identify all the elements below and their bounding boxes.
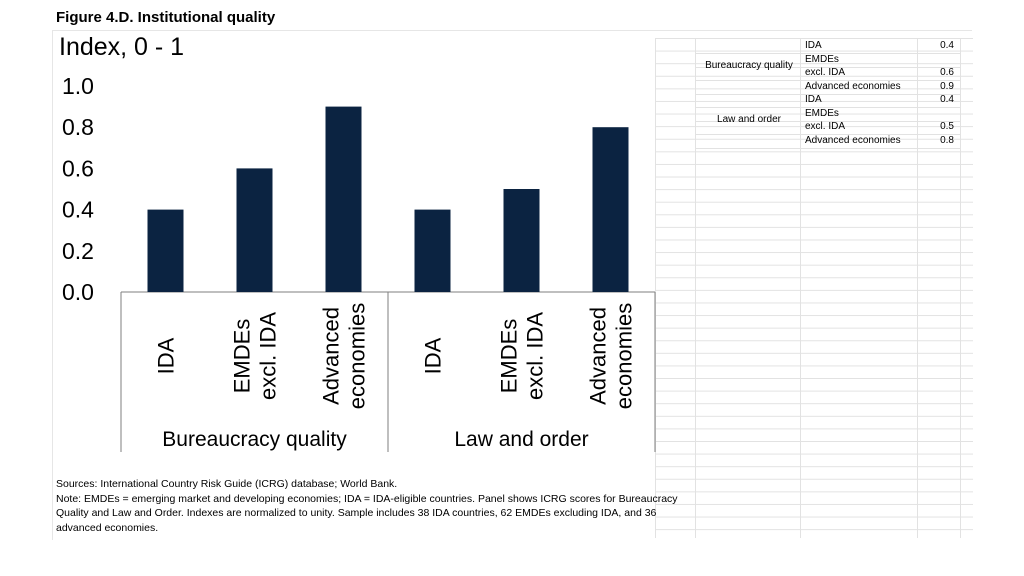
table-row-label: IDA <box>805 40 822 51</box>
table-row: IDA 0.4 <box>695 94 960 108</box>
spreadsheet-column-line <box>655 38 656 538</box>
figure-title: Figure 4.D. Institutional quality <box>56 9 276 26</box>
category-label-line: Advanced <box>586 307 611 405</box>
category-label: Advancedeconomies <box>586 303 637 409</box>
bar <box>414 209 451 292</box>
sheet-left-edge <box>52 30 53 540</box>
spreadsheet-column-line <box>800 38 801 538</box>
explanatory-note: Note: EMDEs = emerging market and develo… <box>56 492 678 534</box>
table-group-label: Law and order <box>717 114 781 125</box>
bar <box>236 168 273 292</box>
table-row-label: Advanced economies <box>805 80 901 92</box>
spreadsheet-column-line <box>695 38 696 538</box>
y-tick-label: 0.6 <box>62 155 94 181</box>
spreadsheet-column-line <box>960 38 961 538</box>
table-row-value: 0.9 <box>940 80 954 92</box>
table-row: EMDEs <box>695 54 960 68</box>
y-tick-label: 1.0 <box>62 73 94 99</box>
title-divider <box>52 30 972 31</box>
category-label: IDA <box>154 337 179 374</box>
table-row-value: 0.4 <box>940 94 954 105</box>
table-row-label: excl. IDA <box>805 67 846 78</box>
group-label: Law and order <box>454 428 588 451</box>
category-label: EMDEsexcl. IDA <box>230 312 281 400</box>
bar <box>592 127 629 292</box>
bar <box>147 209 184 292</box>
table-row: IDA 0.4 <box>695 40 960 54</box>
table-row-value: 0.6 <box>940 67 954 78</box>
sources-note: Sources: International Country Risk Guid… <box>56 478 398 490</box>
y-tick-label: 0.8 <box>62 114 94 140</box>
table-row: excl. IDA 0.6 <box>695 67 960 81</box>
table-row-value: 0.5 <box>940 121 954 132</box>
table-row-label: EMDEs <box>805 107 839 119</box>
table-row: excl. IDA 0.5 <box>695 121 960 135</box>
y-tick-label: 0.0 <box>62 279 94 305</box>
y-axis-unit-label: Index, 0 - 1 <box>59 33 185 61</box>
category-label-line: IDA <box>154 337 179 374</box>
table-row: Advanced economies 0.8 <box>695 135 960 149</box>
bar <box>325 106 362 292</box>
table-row-value: 0.8 <box>940 134 954 146</box>
category-label-line: excl. IDA <box>256 312 281 400</box>
category-label-line: Advanced <box>319 307 344 405</box>
figure-footer: Sources: International Country Risk Guid… <box>56 477 696 535</box>
table-row-value: 0.4 <box>940 40 954 51</box>
table-group-label: Bureaucracy quality <box>705 60 793 71</box>
category-label-line: EMDEs <box>230 319 255 394</box>
category-label-line: economies <box>345 303 370 409</box>
table-row: Advanced economies 0.9 <box>695 81 960 95</box>
table-row-label: excl. IDA <box>805 121 846 132</box>
category-label-line: excl. IDA <box>523 312 548 400</box>
category-label-line: EMDEs <box>497 319 522 394</box>
y-tick-label: 0.4 <box>62 197 94 223</box>
table-row-label: Advanced economies <box>805 134 901 146</box>
y-tick-label: 0.2 <box>62 238 94 264</box>
category-label: EMDEsexcl. IDA <box>497 312 548 400</box>
table-row-label: IDA <box>805 94 822 105</box>
category-label: IDA <box>421 337 446 374</box>
table-row: EMDEs <box>695 108 960 122</box>
category-label: Advancedeconomies <box>319 303 370 409</box>
spreadsheet-column-line <box>917 38 918 538</box>
category-label-line: economies <box>612 303 637 409</box>
table-row-label: EMDEs <box>805 53 839 65</box>
bar <box>503 189 540 292</box>
group-label: Bureaucracy quality <box>162 428 347 451</box>
category-label-line: IDA <box>421 337 446 374</box>
